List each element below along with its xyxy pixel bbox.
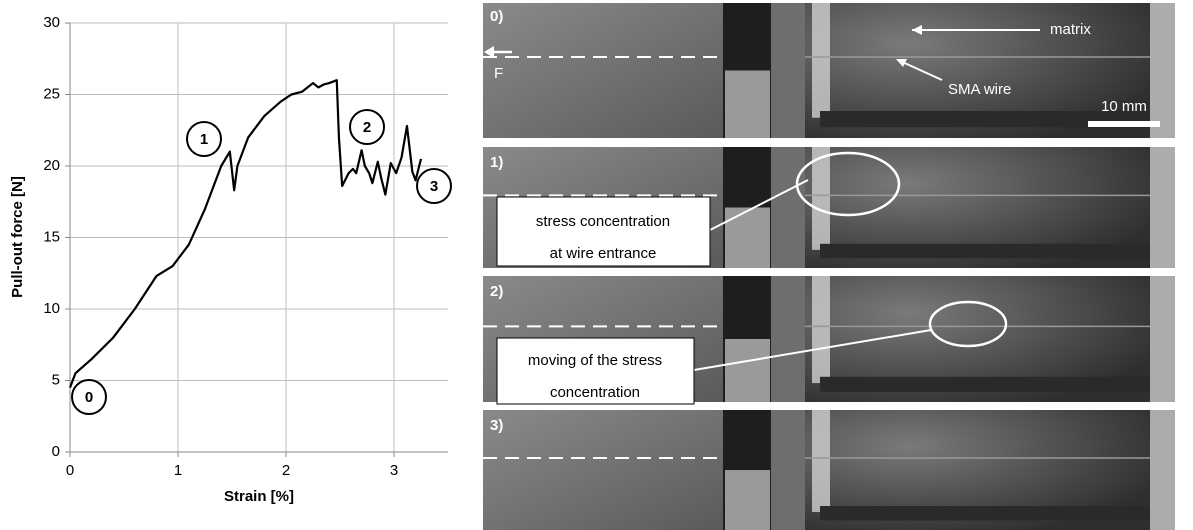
annotation: 2	[363, 119, 371, 136]
photo-region	[771, 410, 805, 530]
photo-region	[725, 339, 770, 402]
annotation: 0	[85, 389, 93, 406]
photo-region	[812, 3, 830, 118]
y-axis-label: Pull-out force [N]	[9, 176, 26, 298]
annotation: F	[494, 65, 503, 82]
x-axis-label: Strain [%]	[224, 488, 294, 505]
photo-region	[812, 147, 830, 250]
annotation: SMA wire	[948, 81, 1011, 98]
photo-region	[812, 410, 830, 512]
x-tick-label: 3	[390, 462, 398, 479]
callout-text: stress concentration	[536, 213, 670, 230]
photo-region	[725, 208, 770, 269]
annotation: matrix	[1050, 21, 1091, 38]
photo-region	[1150, 276, 1175, 402]
panel-label: 2)	[490, 283, 503, 300]
photo-region	[725, 71, 770, 139]
scale-bar	[1088, 121, 1160, 127]
photo-region	[1150, 147, 1175, 268]
callout-text: at wire entrance	[550, 245, 657, 262]
x-tick-label: 0	[66, 462, 74, 479]
photo-region	[812, 276, 830, 383]
photo-region	[820, 377, 1150, 392]
annotation: 10 mm	[1101, 98, 1147, 115]
photo-region	[771, 3, 805, 138]
photo-region	[1150, 3, 1175, 138]
y-tick-label: 0	[52, 443, 60, 460]
panel-label: 0)	[490, 8, 503, 25]
photo-region	[820, 244, 1150, 259]
y-tick-label: 10	[43, 300, 60, 317]
photo-region	[483, 3, 723, 138]
y-tick-label: 20	[43, 157, 60, 174]
photo-region	[771, 276, 805, 402]
figure: Strain [%] Pull-out force [N] 0) 1) 2) 3…	[0, 0, 1193, 530]
callout-text: moving of the stress	[528, 352, 662, 369]
y-tick-label: 25	[43, 85, 60, 102]
x-tick-label: 2	[282, 462, 290, 479]
photo-region	[771, 147, 805, 268]
photo-region	[820, 506, 1150, 520]
photo-region	[483, 410, 723, 530]
x-tick-label: 1	[174, 462, 182, 479]
panel-label: 3)	[490, 417, 503, 434]
y-tick-label: 5	[52, 371, 60, 388]
y-tick-label: 30	[43, 14, 60, 31]
annotation: 1	[200, 131, 208, 148]
annotation: 3	[430, 178, 438, 195]
panel-label: 1)	[490, 154, 503, 171]
y-tick-label: 15	[43, 228, 60, 245]
callout-text: concentration	[550, 384, 640, 401]
photo-region	[725, 470, 770, 530]
photo-region	[1150, 410, 1175, 530]
